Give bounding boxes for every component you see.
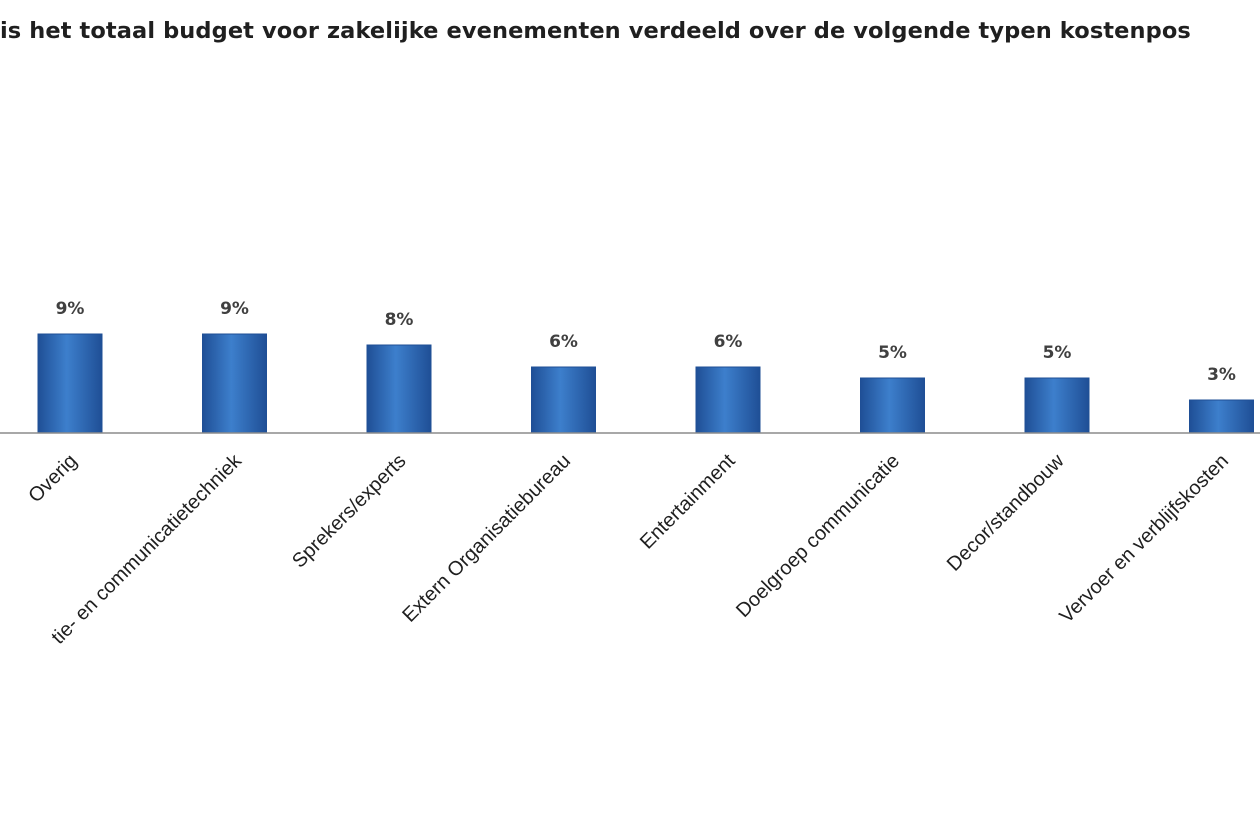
bar-2	[366, 344, 432, 434]
x-tick-label-4: Entertainment	[636, 450, 740, 554]
x-tick-label-3: Extern Organisatiebureau	[398, 450, 575, 627]
bar-7	[1189, 399, 1254, 434]
value-label-6: 5%	[1043, 343, 1072, 363]
bars-group	[37, 333, 1254, 434]
bar-3	[531, 366, 596, 434]
value-label-1: 9%	[220, 299, 249, 319]
x-tick-label-7: Vervoer en verblijfskosten	[1056, 450, 1233, 627]
bar-0	[37, 333, 103, 434]
x-tick-label-1: tie- en communicatietechniek	[47, 449, 246, 648]
value-label-0: 9%	[56, 299, 85, 319]
value-label-7: 3%	[1207, 365, 1236, 385]
value-label-3: 6%	[549, 332, 578, 352]
value-label-4: 6%	[714, 332, 743, 352]
value-labels-group: 9% 9% 8% 6% 6% 5% 5% 3%	[56, 299, 1236, 385]
value-label-5: 5%	[878, 343, 907, 363]
value-label-2: 8%	[385, 310, 414, 330]
chart-title: is het totaal budget voor zakelijke even…	[0, 18, 1191, 44]
x-tick-label-6: Decor/standbouw	[943, 450, 1069, 576]
bar-5	[860, 377, 925, 434]
x-tick-label-0: Overig	[24, 450, 81, 507]
bar-6	[1024, 377, 1090, 434]
bar-4	[695, 366, 761, 434]
x-tick-label-5: Doelgroep communicatie	[732, 450, 904, 622]
x-tick-label-2: Sprekers/experts	[288, 450, 410, 572]
bar-1	[202, 333, 267, 434]
